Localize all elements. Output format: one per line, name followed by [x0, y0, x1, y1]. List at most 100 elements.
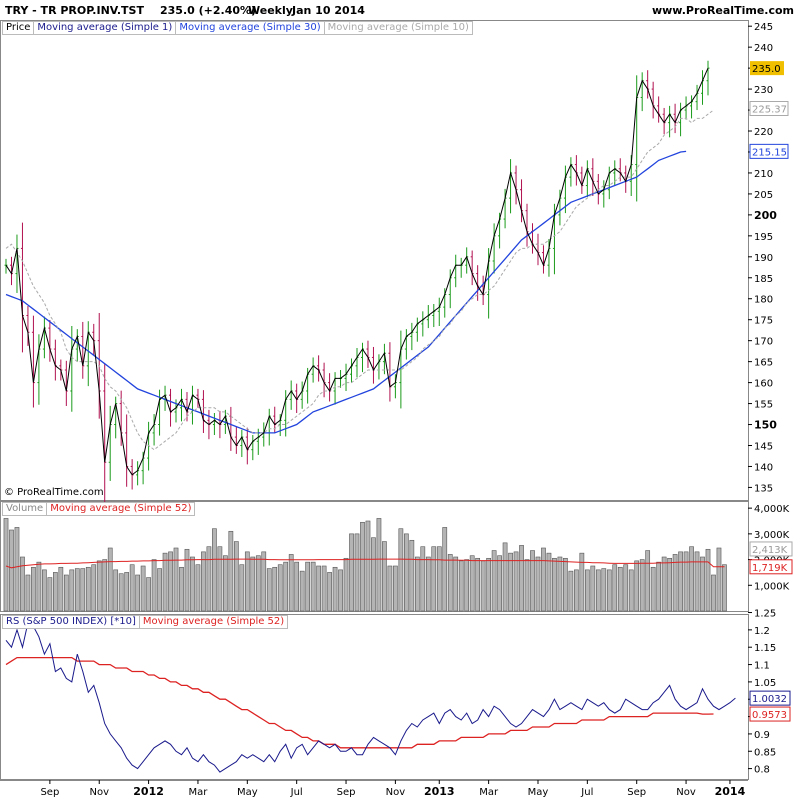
x-tick-label: May [237, 787, 258, 798]
period-label: Weekly [248, 4, 293, 17]
volume-bar [25, 574, 31, 612]
volume-bar [102, 559, 108, 612]
legend-volume-ma52[interactable]: Moving average (Simple 52) [50, 503, 192, 514]
ma30-tag [749, 143, 789, 159]
volume-bar [255, 555, 261, 612]
x-tick-label: Mar [189, 787, 209, 798]
volume-bar [124, 572, 130, 612]
volume-tick-label: 3,000K [754, 530, 790, 541]
volume-bar [31, 566, 36, 612]
volume-bar [519, 545, 524, 612]
volume-bar [179, 566, 184, 612]
volume-bar [223, 555, 228, 612]
volume-bar [173, 547, 179, 612]
volume-bar [233, 541, 239, 612]
volume-bar [277, 564, 283, 612]
rs-tick-label: 0.9 [754, 730, 770, 741]
rs-legend: RS (S&P 500 INDEX) [*10] Moving average … [2, 615, 289, 629]
volume-bar [294, 561, 300, 612]
volume-bar [705, 548, 711, 612]
volume-bar [458, 560, 464, 612]
price-tick-label: 170 [754, 337, 773, 348]
x-tick-label: Jul [580, 787, 593, 798]
volume-bar [442, 527, 448, 612]
volume-bar [146, 577, 151, 612]
volume-bar [634, 560, 640, 612]
legend-ma30[interactable]: Moving average (Simple 30) [176, 22, 325, 34]
volume-bar [244, 551, 250, 612]
volume-bar [113, 569, 119, 612]
volume-bar [453, 556, 459, 612]
volume-bar [168, 551, 173, 612]
x-tick-label: Mar [479, 787, 499, 798]
volume-bar [349, 533, 354, 612]
symbol-title: TRY - TR PROP.INV.TST [5, 4, 144, 17]
volume-bar [568, 570, 574, 612]
price-tick-label: 245 [754, 22, 773, 33]
volume-bar [590, 565, 596, 612]
volume-bar [546, 552, 552, 612]
volume-bar [299, 570, 305, 612]
volume-bar [722, 564, 727, 612]
volume-bar [382, 541, 387, 612]
legend-rs-ma52[interactable]: Moving average (Simple 52) [142, 616, 285, 627]
volume-bar [118, 573, 124, 612]
legend-volume[interactable]: Volume [3, 503, 48, 515]
volume-bar [63, 574, 69, 612]
volume-bar [480, 560, 486, 612]
price-tick-label: 210 [754, 169, 773, 180]
x-tick-label: 2012 [133, 785, 164, 798]
volume-bar [393, 565, 398, 612]
volume-bar [74, 568, 80, 612]
volume-bar [360, 521, 365, 612]
volume-bar [206, 546, 212, 612]
ma10-value-label: 225.37 [752, 105, 787, 116]
volume-bar [656, 561, 661, 612]
volume-bar [327, 572, 332, 612]
volume-bar [447, 554, 453, 612]
legend-ma1[interactable]: Moving average (Simple 1) [34, 22, 177, 34]
volume-bar [261, 551, 267, 612]
volume-bar [502, 542, 508, 612]
price-tick-label: 205 [754, 190, 773, 201]
volume-bar [332, 566, 338, 612]
volume-bar [497, 555, 502, 612]
volume-bar [354, 533, 360, 612]
price-tick-label: 135 [754, 483, 773, 494]
volume-bar [491, 550, 497, 612]
volume-bar [645, 550, 651, 612]
volume-bar [151, 559, 157, 612]
volume-last-label: 2,413K [752, 545, 788, 556]
volume-bar [667, 557, 672, 612]
volume-bar [9, 529, 14, 612]
volume-bar [486, 557, 491, 612]
legend-ma10[interactable]: Moving average (Simple 10) [327, 22, 469, 33]
price-tick-label: 230 [754, 85, 773, 96]
volume-bar [135, 574, 140, 612]
volume-bar [398, 528, 404, 612]
legend-rs[interactable]: RS (S&P 500 INDEX) [*10] [3, 616, 140, 628]
volume-bar [239, 564, 245, 612]
volume-bar [557, 556, 563, 612]
volume-bar [376, 518, 382, 612]
volume-bar [91, 564, 97, 612]
x-tick-label: May [528, 787, 549, 798]
volume-bar [212, 528, 217, 612]
volume-bar [14, 527, 20, 612]
site-link[interactable]: www.ProRealTime.com [651, 4, 794, 17]
volume-bar [563, 557, 568, 612]
price-tick-label: 150 [754, 419, 777, 432]
x-tick-label: Sep [40, 787, 59, 798]
price-tick-label: 185 [754, 274, 773, 285]
x-tick-label: 2013 [424, 785, 455, 798]
volume-bar [283, 561, 289, 612]
legend-price[interactable]: Price [3, 22, 35, 34]
rs-ma-label: 0.9573 [752, 710, 787, 721]
volume-bar [601, 568, 607, 612]
volume-last-tag [749, 541, 793, 557]
volume-bar [650, 566, 656, 612]
volume-bar [409, 539, 415, 612]
volume-bar [606, 569, 612, 612]
volume-bar [190, 556, 195, 612]
volume-tick-label: 1,000K [754, 581, 790, 592]
